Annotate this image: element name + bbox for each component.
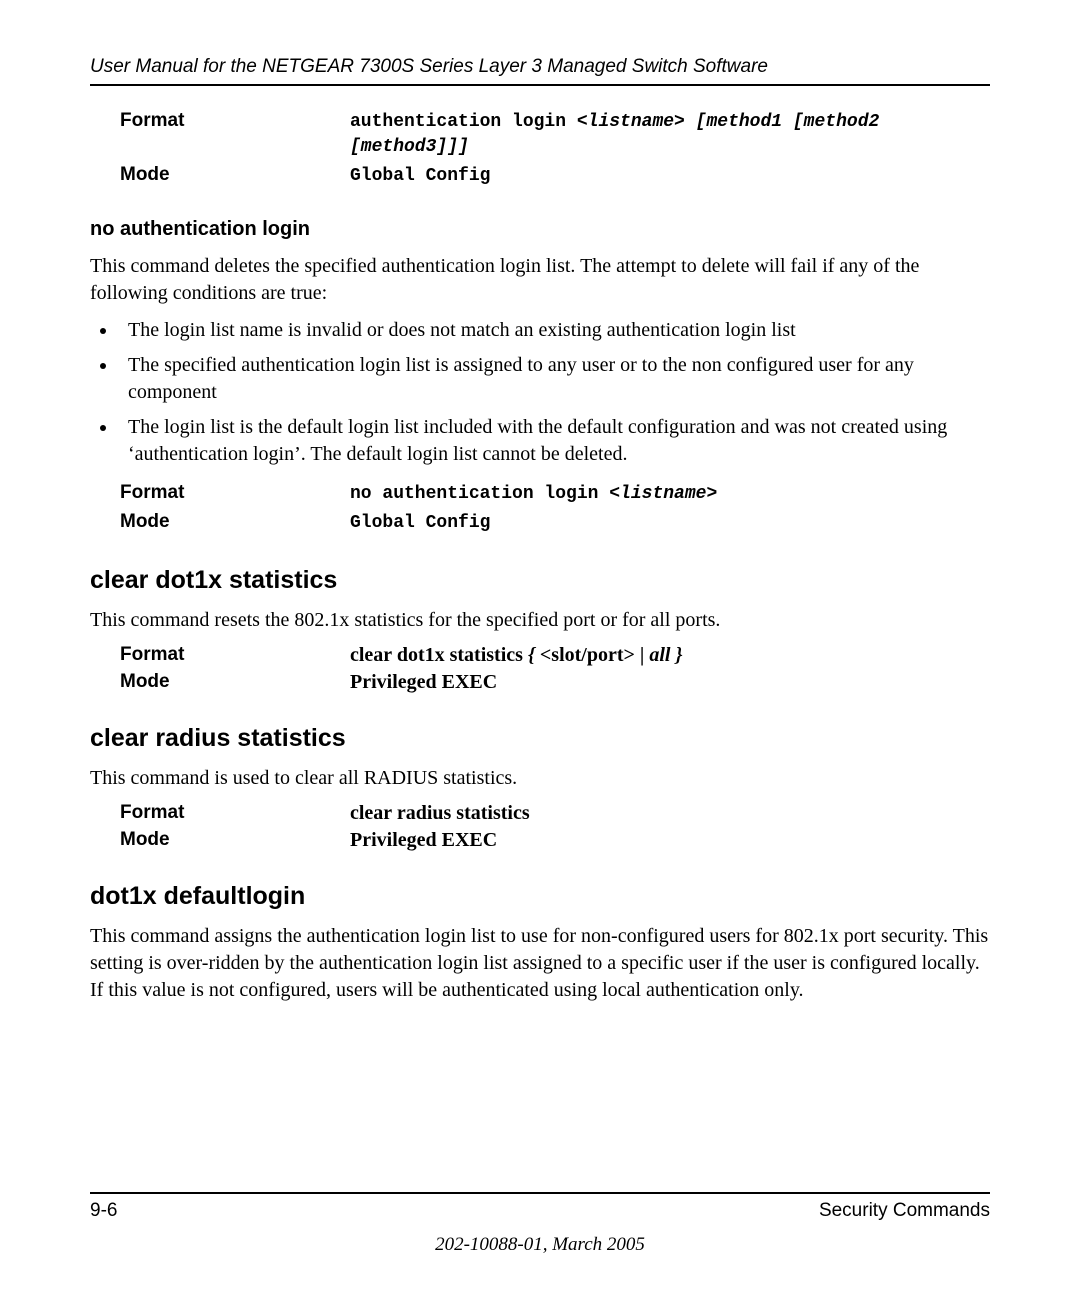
section-heading-clear-dot1x: clear dot1x statistics [90, 566, 990, 595]
list-item: The specified authentication login list … [118, 352, 990, 406]
def-value: authentication login <listname> [method1… [350, 110, 990, 160]
format-prefix: clear dot1x statistics [350, 644, 528, 666]
def-label: Format [120, 644, 350, 667]
paragraph: This command is used to clear all RADIUS… [90, 765, 990, 792]
def-label: Format [120, 110, 350, 160]
list-item: The login list name is invalid or does n… [118, 317, 990, 344]
def-label: Mode [120, 511, 350, 536]
def-row-format: Format clear dot1x statistics { <slot/po… [120, 644, 990, 667]
running-header: User Manual for the NETGEAR 7300S Series… [90, 56, 990, 78]
def-row-format: Format no authentication login <listname… [120, 482, 990, 507]
def-value: Global Config [350, 511, 490, 536]
page: User Manual for the NETGEAR 7300S Series… [0, 0, 1080, 1296]
def-label: Mode [120, 164, 350, 189]
def-value: Privileged EXEC [350, 829, 497, 852]
def-value: no authentication login <listname> [350, 482, 717, 507]
def-row-mode: Mode Privileged EXEC [120, 829, 990, 852]
def-value: Global Config [350, 164, 490, 189]
paragraph: This command deletes the specified authe… [90, 253, 990, 307]
page-footer: 9-6 Security Commands 202-10088-01, Marc… [90, 1192, 990, 1256]
paragraph: This command resets the 802.1x statistic… [90, 607, 990, 634]
def-row-mode: Mode Global Config [120, 511, 990, 536]
def-label: Mode [120, 671, 350, 694]
def-row-format: Format clear radius statistics [120, 802, 990, 825]
def-row-mode: Mode Global Config [120, 164, 990, 189]
def-value: clear radius statistics [350, 802, 530, 825]
format-italic: all } [649, 644, 682, 666]
section-heading-clear-radius: clear radius statistics [90, 724, 990, 753]
header-rule [90, 84, 990, 86]
format-italic: { [528, 644, 535, 666]
page-number: 9-6 [90, 1200, 117, 1222]
footer-rule [90, 1192, 990, 1194]
def-row-mode: Mode Privileged EXEC [120, 671, 990, 694]
footer-chapter: Security Commands [819, 1200, 990, 1222]
format-mid: <slot/port> | [535, 644, 649, 666]
def-label: Format [120, 482, 350, 507]
format-italic: <listname> [609, 484, 717, 504]
list-item: The login list is the default login list… [118, 414, 990, 468]
format-prefix: no authentication login [350, 484, 609, 504]
def-label: Mode [120, 829, 350, 852]
subheading-no-auth: no authentication login [90, 218, 990, 241]
footer-row: 9-6 Security Commands [90, 1200, 990, 1222]
def-label: Format [120, 802, 350, 825]
footer-docid: 202-10088-01, March 2005 [90, 1234, 990, 1256]
bullet-list: The login list name is invalid or does n… [90, 317, 990, 468]
def-value: Privileged EXEC [350, 671, 497, 694]
def-row-format: Format authentication login <listname> [… [120, 110, 990, 160]
def-value: clear dot1x statistics { <slot/port> | a… [350, 644, 682, 667]
format-prefix: authentication login [350, 112, 577, 132]
section-heading-dot1x-defaultlogin: dot1x defaultlogin [90, 882, 990, 911]
paragraph: This command assigns the authentication … [90, 923, 990, 1004]
